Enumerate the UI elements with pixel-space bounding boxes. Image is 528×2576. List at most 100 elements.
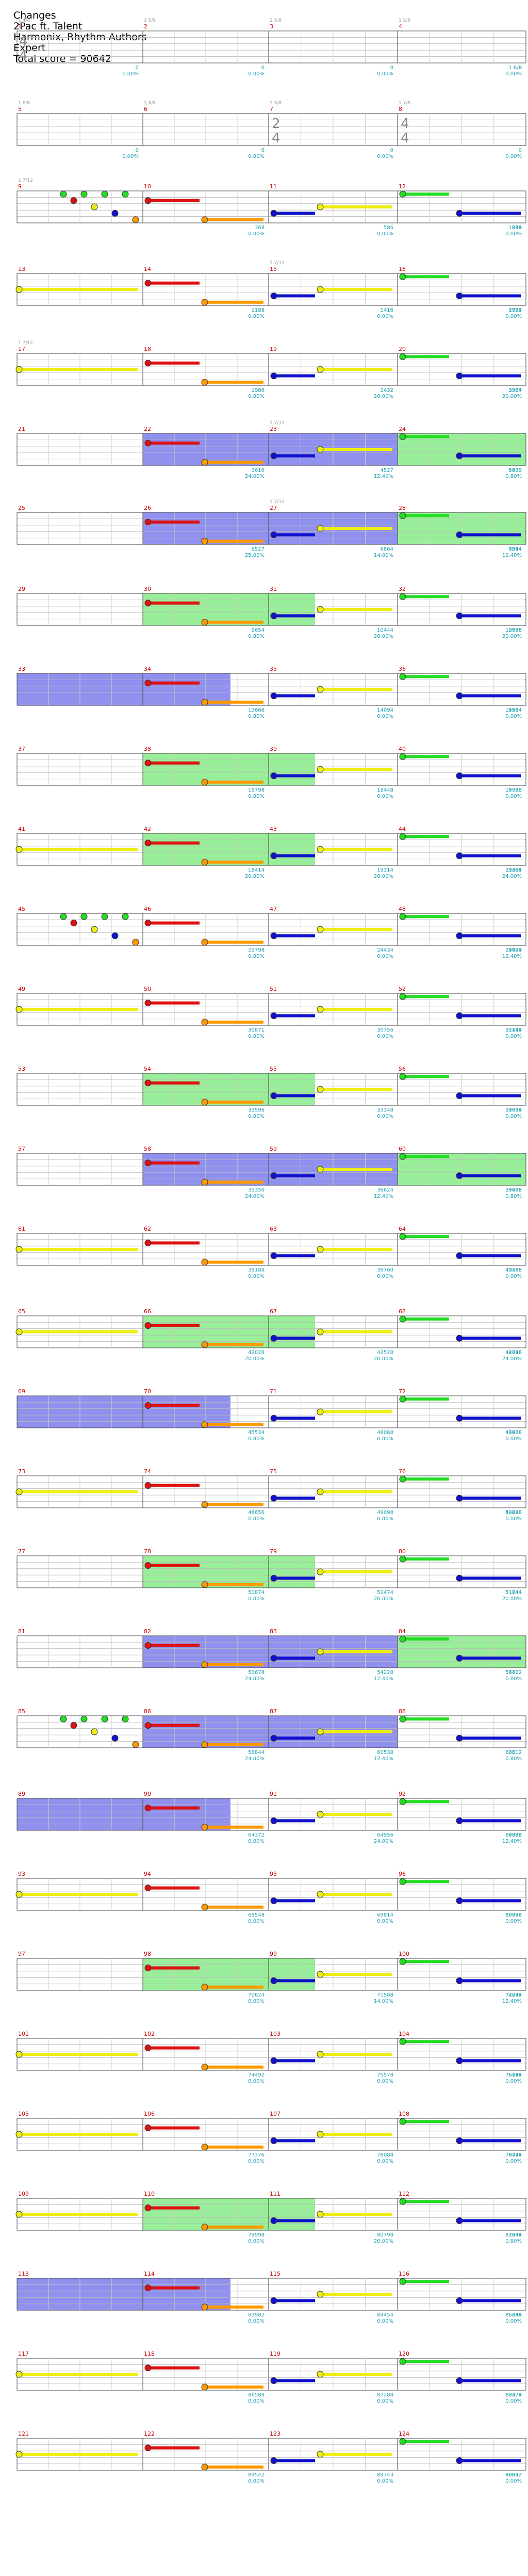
measure-score: 69814: [377, 1912, 393, 1918]
measure-percent: 0.00%: [505, 1516, 522, 1522]
measure-number: 25: [18, 505, 25, 511]
measure-percent: 24.00%: [374, 1839, 393, 1844]
blue-note: [270, 1897, 277, 1904]
measure-number: 55: [270, 1066, 277, 1072]
measure-number: 88: [399, 1708, 406, 1715]
measure-percent: 14.00%: [374, 1999, 393, 2004]
green-note: [399, 673, 406, 680]
blue-note: [456, 1734, 463, 1742]
measure-percent: 0.00%: [505, 71, 522, 77]
measure-percent: 0.00%: [377, 2079, 393, 2084]
time-label: 1 5/8: [399, 18, 410, 23]
measure-score: 66328: [505, 1832, 522, 1838]
measure-percent: 0.00%: [377, 1919, 393, 1924]
orange-note: [201, 1099, 208, 1106]
measure-number: 1: [18, 23, 22, 30]
yellow-note: [317, 1328, 324, 1335]
yellow-note: [317, 1811, 324, 1818]
measure-number: 7: [270, 106, 273, 112]
yellow-note: [91, 203, 98, 211]
measure-number: 123: [270, 2430, 280, 2437]
measure-number: 37: [18, 746, 25, 752]
measure-score: 64372: [248, 1832, 265, 1838]
measure-score: 86589: [248, 2392, 265, 2398]
yellow-note: [317, 366, 324, 373]
overdrive-section: [17, 1798, 230, 1830]
measure-score: 33654: [505, 1107, 522, 1113]
blue-note: [270, 852, 277, 859]
blue-note: [456, 612, 463, 619]
measure-number: 52: [399, 986, 406, 992]
row-total-score: 74244: [505, 1992, 522, 1998]
measure-number: 27: [270, 505, 277, 511]
measure-percent: 0.00%: [248, 1999, 265, 2004]
measure-number: 85: [18, 1708, 25, 1715]
measure-percent: 0.80%: [248, 1436, 265, 1442]
blue-note: [270, 1734, 277, 1742]
row-total-score: 79428: [505, 2152, 522, 2158]
green-note: [399, 1958, 406, 1965]
measure-number: 49: [18, 986, 25, 992]
measure-number: 74: [144, 1468, 151, 1475]
measure-number: 6: [144, 106, 147, 112]
measure-number: 4: [399, 23, 402, 30]
blue-note: [270, 1574, 277, 1582]
measure-number: 35: [270, 666, 277, 672]
yellow-note: [317, 1086, 324, 1093]
measure-score: 13666: [248, 707, 265, 713]
yellow-note: [317, 686, 324, 693]
yellow-note: [317, 926, 324, 933]
row-total-score: 41168: [505, 1267, 522, 1273]
measure-score: 6527: [252, 546, 265, 552]
blue-note: [270, 772, 277, 779]
measure-number: 15: [270, 266, 277, 272]
green-note: [399, 1555, 406, 1563]
measure-score: 22798: [248, 947, 265, 953]
measure-score: 19484: [505, 867, 522, 873]
measure-percent: 0.00%: [377, 154, 393, 159]
measure-number: 79: [270, 1548, 277, 1555]
measure-number: 67: [270, 1308, 277, 1315]
overdrive-section: [17, 673, 230, 705]
blue-note: [456, 1574, 463, 1582]
blue-note: [270, 1334, 277, 1342]
green-note: [399, 433, 406, 440]
measure-score: 56712: [505, 1670, 522, 1676]
yellow-note: [317, 2291, 324, 2298]
measure-score: 0: [390, 148, 393, 153]
green-note: [399, 353, 406, 360]
blue-note: [270, 1414, 277, 1422]
orange-note: [132, 939, 139, 946]
measure-percent: 0.00%: [505, 2398, 522, 2404]
measure-percent: 0.00%: [248, 2159, 265, 2164]
measure-score: 10444: [377, 627, 393, 633]
song-header: Changes 2Pac ft. Talent Harmonix, Rhythm…: [13, 10, 147, 65]
time-signature-bottom: 4: [401, 131, 409, 146]
blue-note: [456, 2137, 463, 2144]
measure-number: 66: [144, 1308, 151, 1315]
time-label: 1 7/12: [270, 421, 285, 426]
measure-percent: 20.00%: [374, 874, 393, 879]
measure-score: 64956: [377, 1832, 393, 1838]
red-note: [144, 600, 152, 607]
measure-percent: 0.00%: [505, 2319, 522, 2324]
measure-score: 0: [136, 148, 139, 153]
measure-percent: 0.00%: [505, 1034, 522, 1039]
measure-score: 39760: [377, 1267, 393, 1273]
measure-percent: 0.00%: [248, 794, 265, 799]
measure-percent: 0.00%: [505, 794, 522, 799]
measure-score: 89743: [377, 2472, 393, 2478]
blue-note: [456, 210, 463, 217]
blue-note: [456, 852, 463, 859]
green-note: [101, 913, 108, 920]
yellow-note: [15, 2211, 23, 2218]
measure-number: 31: [270, 586, 277, 592]
measure-number: 14: [144, 266, 151, 272]
row-total-score: 90642: [505, 2472, 522, 2478]
measure-score: 45534: [248, 1430, 265, 1436]
measure-percent: 24.00%: [245, 474, 265, 479]
measure-percent: 0.00%: [377, 1516, 393, 1522]
measure-percent: 20.00%: [502, 1596, 522, 1602]
measure-percent: 0.00%: [248, 1516, 265, 1522]
green-note: [399, 1153, 406, 1160]
